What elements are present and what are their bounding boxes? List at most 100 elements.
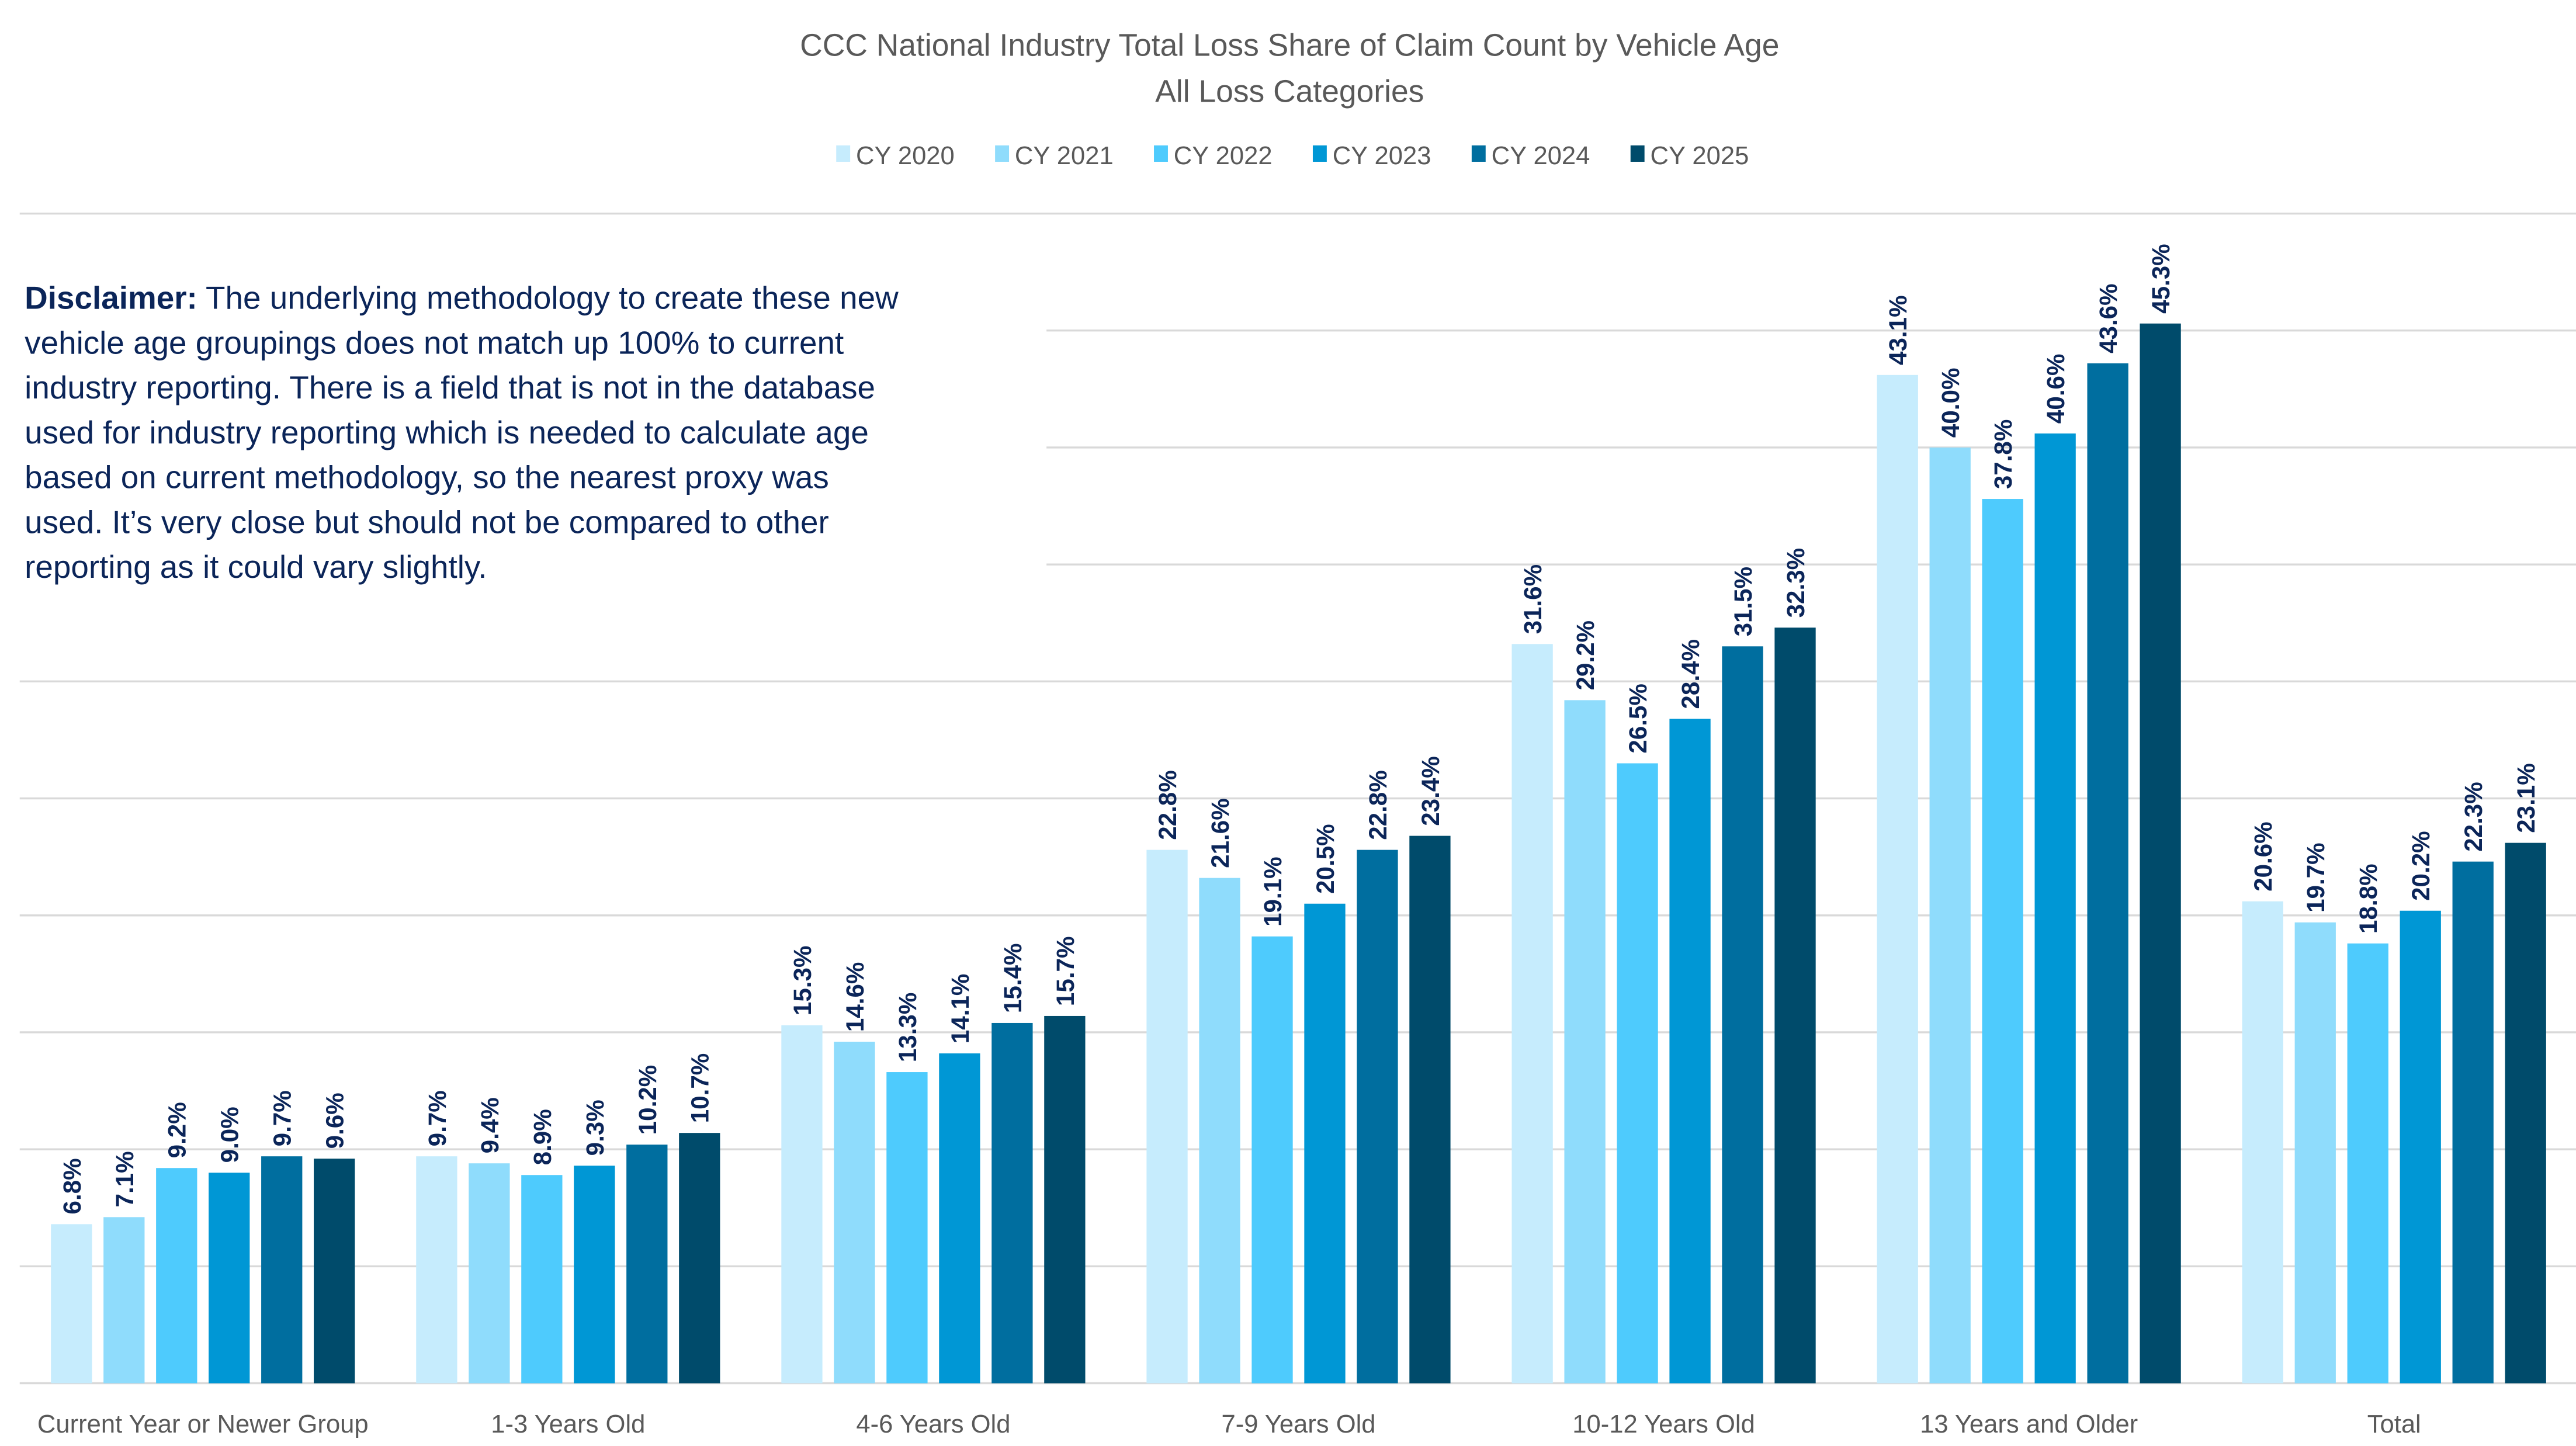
category-label: 7-9 Years Old	[1221, 1410, 1375, 1438]
category-label: 1-3 Years Old	[491, 1410, 645, 1438]
bar	[1774, 627, 1816, 1383]
data-label: 9.7%	[269, 1090, 296, 1146]
disclaimer-line: industry reporting. There is a field tha…	[25, 369, 875, 405]
bar-group: 22.8% 21.6% 19.1% 20.5% 22.8% 23.4%	[1146, 756, 1451, 1383]
bar	[261, 1156, 303, 1383]
data-label: 31.5%	[1729, 567, 1757, 637]
data-label: 20.2%	[2407, 831, 2435, 901]
category-labels: Current Year or Newer Group 1-3 Years Old…	[37, 1410, 2421, 1438]
data-label: 28.4%	[1677, 639, 1704, 709]
bar-group: 9.7% 9.4% 8.9% 9.3% 10.2% 10.7%	[416, 1053, 720, 1383]
data-label: 32.3%	[1782, 548, 1809, 618]
disclaimer-line: reporting as it could vary slightly.	[25, 549, 487, 585]
category-label: 4-6 Years Old	[856, 1410, 1010, 1438]
bar	[156, 1168, 197, 1383]
data-label: 15.4%	[999, 944, 1027, 1014]
data-label: 10.2%	[634, 1065, 661, 1135]
bar	[834, 1041, 875, 1383]
data-label: 15.7%	[1052, 937, 1079, 1007]
data-label: 9.3%	[581, 1100, 609, 1156]
data-label: 40.6%	[2042, 354, 2069, 424]
data-label: 20.6%	[2249, 821, 2277, 892]
bar	[1617, 763, 1658, 1383]
data-label: 14.1%	[947, 974, 974, 1044]
data-label: 10.7%	[687, 1053, 714, 1123]
data-label: 43.1%	[1884, 295, 1912, 365]
bar-group: 43.1% 40.0% 37.8% 40.6% 43.6% 45.3%	[1877, 244, 2181, 1383]
data-label: 22.3%	[2460, 782, 2487, 852]
bars: 6.8% 7.1% 9.2% 9.0% 9.7% 9.6% 9.7% 9.4% 8.9% 9.3%…	[51, 244, 2546, 1383]
bar	[1304, 903, 1346, 1383]
bar	[209, 1173, 250, 1383]
data-label: 22.8%	[1154, 770, 1181, 840]
disclaimer-line-1: Disclaimer: The underlying methodology t…	[25, 280, 899, 316]
bar-group: 20.6% 19.7% 18.8% 20.2% 22.3% 23.1%	[2242, 763, 2546, 1383]
bar	[416, 1156, 457, 1383]
bar	[1877, 374, 1918, 1383]
bar	[2034, 433, 2076, 1383]
data-label: 14.6%	[841, 962, 869, 1032]
data-label: 21.6%	[1206, 798, 1234, 868]
bar	[1409, 835, 1451, 1383]
data-label: 18.8%	[2355, 864, 2382, 934]
data-label: 9.4%	[476, 1097, 504, 1153]
data-label: 15.3%	[789, 946, 816, 1016]
data-label: 29.2%	[1572, 620, 1599, 691]
bar	[626, 1145, 668, 1383]
bar	[2452, 861, 2494, 1383]
bar	[679, 1133, 720, 1383]
bar	[781, 1025, 823, 1383]
bar-group: 15.3% 14.6% 13.3% 14.1% 15.4% 15.7%	[781, 937, 1086, 1383]
legend: CY 2020 CY 2021 CY 2022 CY 2023 CY 2024 CY 20…	[836, 142, 1749, 170]
bar	[314, 1159, 355, 1383]
legend-label: CY 2022	[1174, 142, 1273, 170]
data-label: 20.5%	[1312, 824, 1339, 894]
legend-swatch	[836, 145, 851, 162]
legend-swatch	[995, 145, 1010, 162]
bar	[1564, 700, 1606, 1383]
data-label: 31.6%	[1519, 564, 1547, 634]
bar-group: 31.6% 29.2% 26.5% 28.4% 31.5% 32.3%	[1511, 548, 1816, 1383]
disclaimer-line: vehicle age groupings does not match up …	[25, 324, 844, 360]
legend-label: CY 2025	[1651, 142, 1749, 170]
data-label: 9.0%	[216, 1107, 244, 1163]
data-label: 7.1%	[111, 1151, 138, 1207]
data-label: 23.1%	[2512, 763, 2540, 833]
bar	[1199, 878, 1240, 1383]
data-label: 8.9%	[529, 1109, 556, 1165]
bar	[991, 1022, 1033, 1383]
bar	[1982, 499, 2023, 1383]
bar	[1251, 936, 1293, 1383]
data-label: 9.6%	[321, 1093, 349, 1149]
disclaimer: Disclaimer: The underlying methodology t…	[25, 280, 899, 585]
bar	[1929, 447, 1971, 1383]
legend-swatch	[1471, 145, 1486, 162]
bar	[2505, 842, 2546, 1383]
category-label: Current Year or Newer Group	[37, 1410, 369, 1438]
legend-label: CY 2020	[856, 142, 955, 170]
disclaimer-line: used. It’s very close but should not be …	[25, 504, 829, 540]
data-label: 37.8%	[1989, 419, 2017, 490]
bar	[1044, 1015, 1086, 1383]
bar	[2347, 943, 2388, 1383]
bar	[51, 1224, 92, 1383]
bar	[574, 1166, 615, 1383]
bar	[1357, 849, 1398, 1383]
category-label: Total	[2367, 1410, 2421, 1438]
disclaimer-line: used for industry reporting which is nee…	[25, 414, 869, 450]
data-label: 26.5%	[1624, 684, 1652, 754]
legend-swatch	[1154, 145, 1168, 162]
data-label: 19.1%	[1259, 856, 1287, 927]
bar	[1722, 646, 1763, 1383]
bar-group: 6.8% 7.1% 9.2% 9.0% 9.7% 9.6%	[51, 1090, 355, 1383]
bar	[2140, 323, 2181, 1383]
bar	[521, 1175, 563, 1383]
bar	[2242, 901, 2283, 1383]
bar	[1511, 644, 1553, 1383]
disclaimer-line: based on current methodology, so the nea…	[25, 459, 829, 495]
category-label: 10-12 Years Old	[1572, 1410, 1755, 1438]
chart-title: CCC National Industry Total Loss Share o…	[800, 29, 1779, 63]
data-label: 23.4%	[1417, 756, 1444, 826]
legend-label: CY 2021	[1015, 142, 1114, 170]
